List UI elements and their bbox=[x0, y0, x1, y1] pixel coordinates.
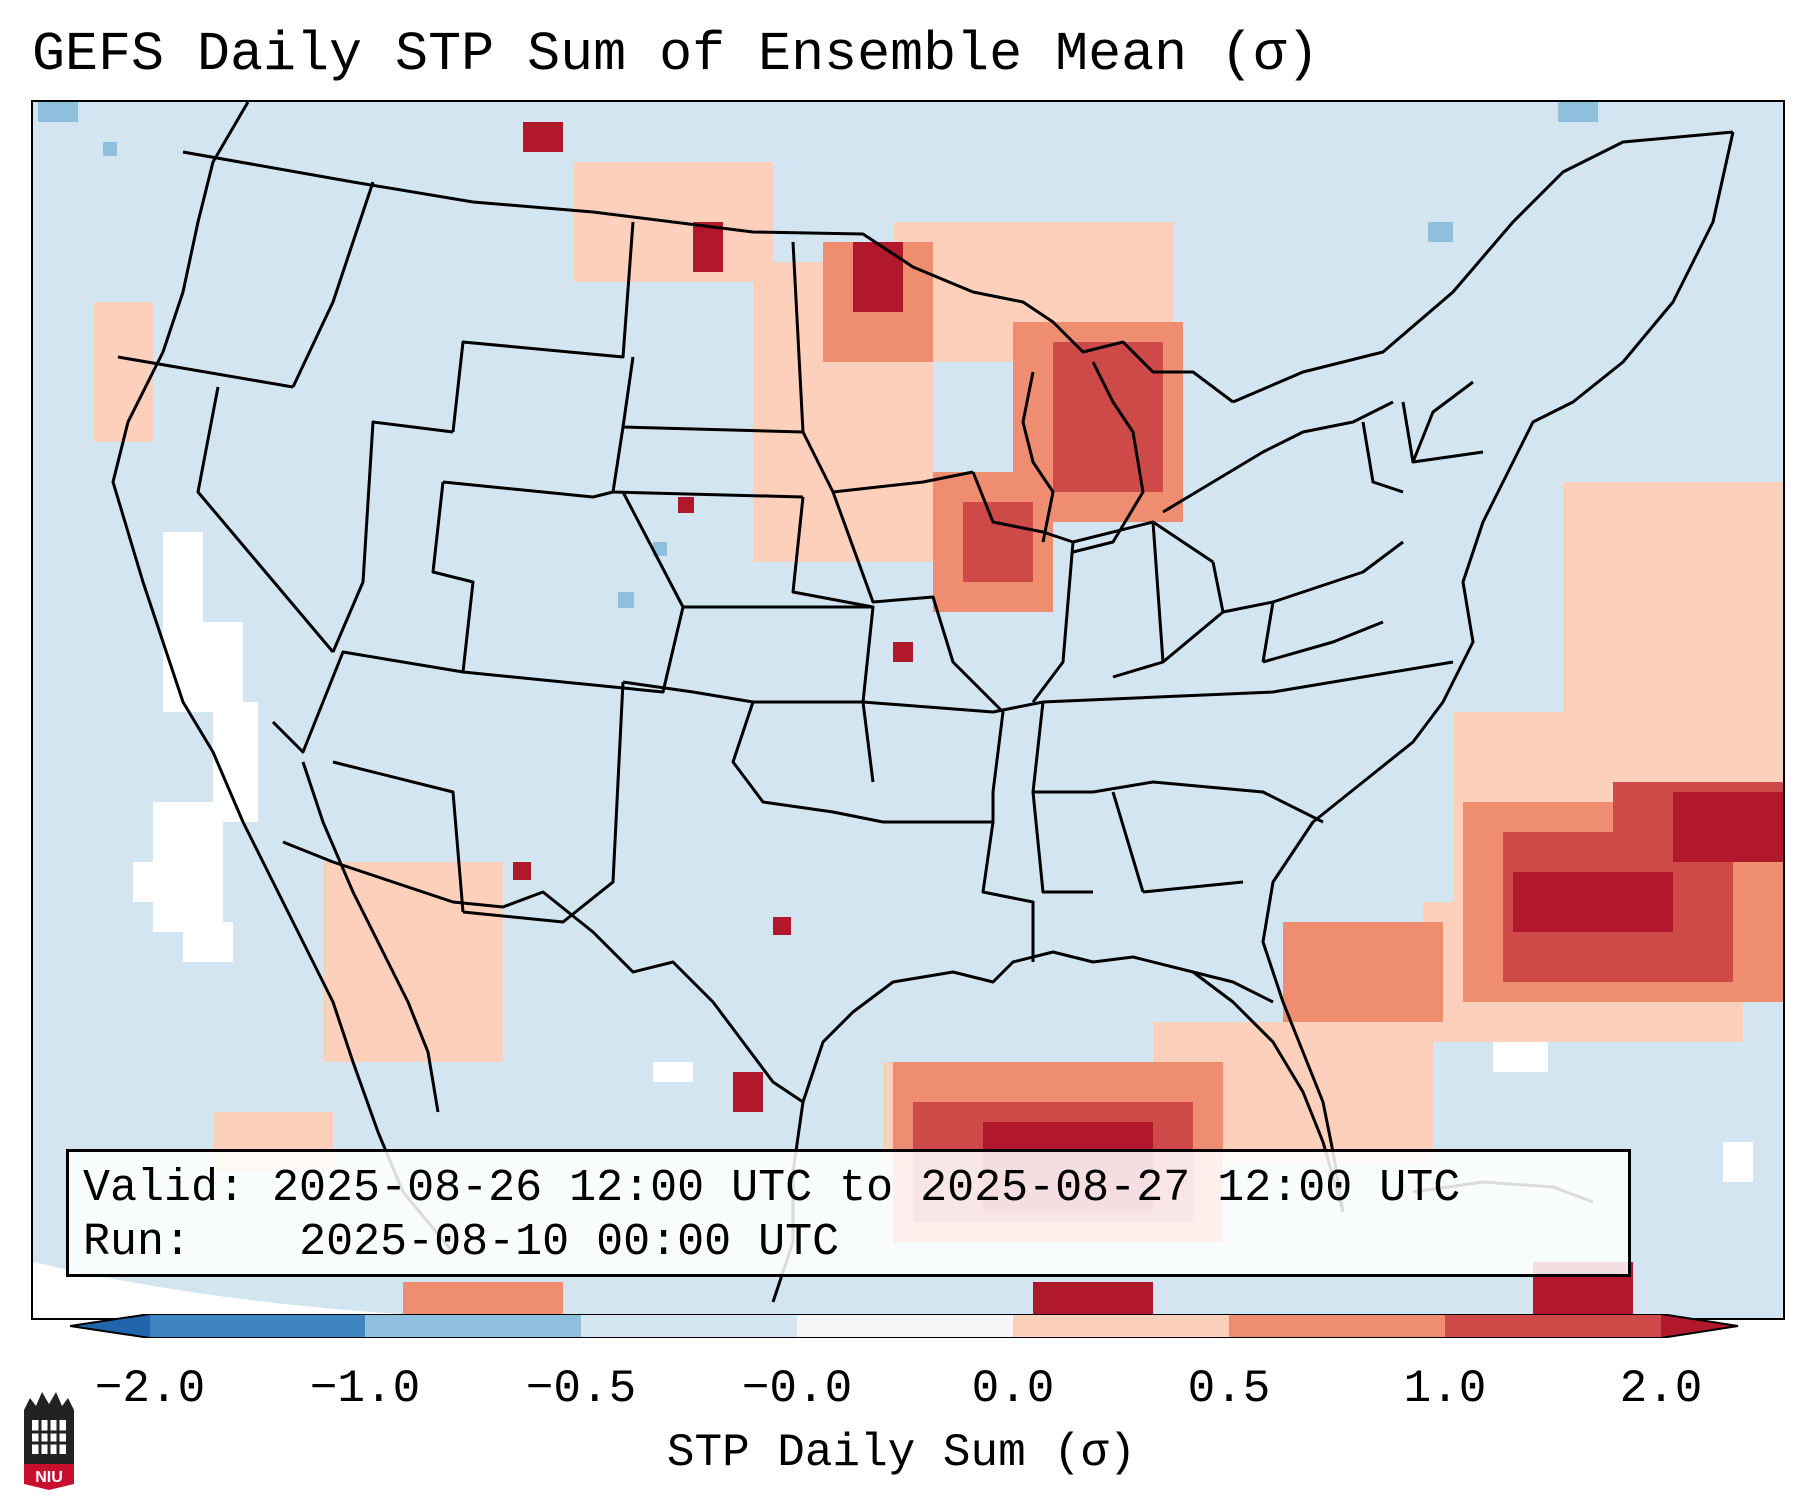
colorbar-tick-label: 2.0 bbox=[1619, 1363, 1703, 1415]
map-domain-edge bbox=[33, 1262, 733, 1318]
colorbar-segment-6 bbox=[1445, 1314, 1661, 1338]
colorbar-extend-high bbox=[1661, 1314, 1738, 1338]
colorbar-segment-1 bbox=[365, 1314, 581, 1338]
colorbar-tick-label: −1.0 bbox=[309, 1363, 421, 1415]
colorbar-segment-2 bbox=[581, 1314, 797, 1338]
logo-text: NIU bbox=[35, 1469, 63, 1486]
colorbar-segment-0 bbox=[150, 1314, 365, 1338]
colorbar-segment-4 bbox=[1013, 1314, 1229, 1338]
geographic-boundaries bbox=[111, 102, 1735, 1303]
niu-logo: NIU bbox=[24, 1392, 74, 1490]
colorbar-tick-label: 0.5 bbox=[1187, 1363, 1271, 1415]
colorbar-segment-3 bbox=[797, 1314, 1013, 1338]
negative-anomaly-cells bbox=[38, 102, 1598, 608]
colorbar-tick-label: −2.0 bbox=[94, 1363, 206, 1415]
anomaly-field-light bbox=[93, 162, 1783, 1172]
map-panel bbox=[31, 100, 1785, 1320]
map-title: GEFS Daily STP Sum of Ensemble Mean (σ) bbox=[32, 23, 1320, 86]
run-label: Run: bbox=[83, 1217, 192, 1268]
colorbar-extend-low bbox=[70, 1314, 150, 1338]
colorbar-tick-label: 0.0 bbox=[971, 1363, 1055, 1415]
colorbar-tick-label: −0.0 bbox=[741, 1363, 853, 1415]
map-canvas bbox=[33, 102, 1783, 1318]
run-row: Run: 2025-08-10 00:00 UTC bbox=[83, 1216, 1614, 1270]
colorbar bbox=[70, 1314, 1739, 1338]
colorbar-tick-label: 1.0 bbox=[1403, 1363, 1487, 1415]
valid-row: Valid: 2025-08-26 12:00 UTC to 2025-08-2… bbox=[83, 1162, 1614, 1216]
valid-label: Valid: bbox=[83, 1163, 246, 1214]
valid-run-info-box: Valid: 2025-08-26 12:00 UTC to 2025-08-2… bbox=[66, 1149, 1631, 1277]
run-value: 2025-08-10 00:00 UTC bbox=[299, 1217, 840, 1268]
colorbar-tick-label: −0.5 bbox=[525, 1363, 637, 1415]
colorbar-label: STP Daily Sum (σ) bbox=[666, 1427, 1137, 1479]
colorbar-segment-5 bbox=[1229, 1314, 1445, 1338]
white-coastal-patches bbox=[133, 532, 1753, 1182]
valid-value: 2025-08-26 12:00 UTC to 2025-08-27 12:00… bbox=[272, 1163, 1461, 1214]
